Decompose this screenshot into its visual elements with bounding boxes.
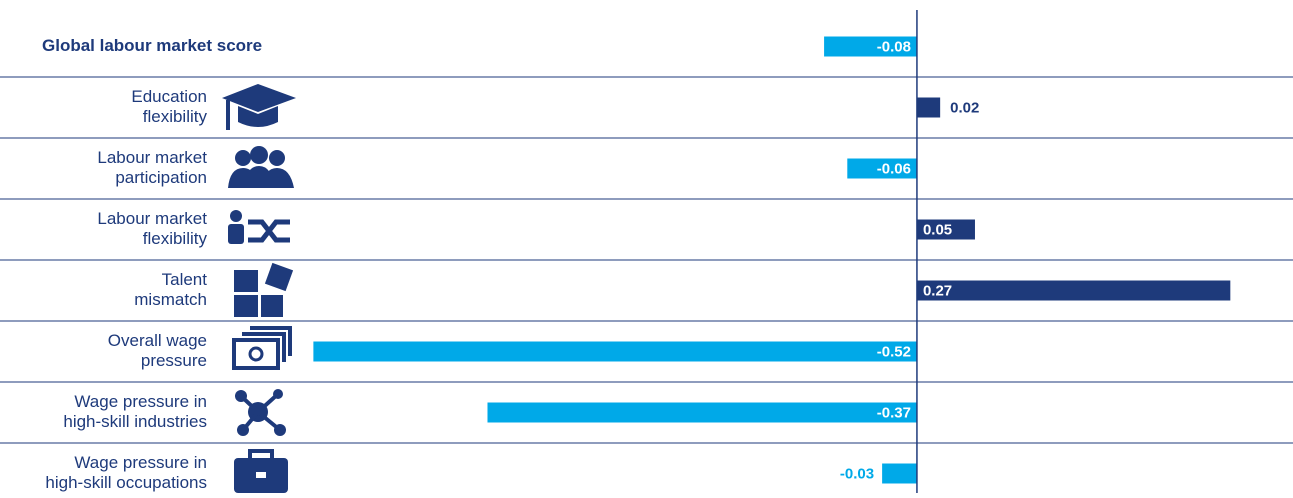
icon-mismatch: [261, 295, 283, 317]
category-label: flexibility: [143, 107, 208, 126]
value-label: -0.37: [877, 404, 911, 421]
icon-flexibility: [230, 210, 242, 222]
bar: [313, 341, 917, 362]
category-label: Talent: [162, 270, 208, 289]
value-label: -0.08: [877, 38, 911, 55]
icon-mismatch: [234, 270, 258, 292]
bar: [847, 158, 917, 179]
icon-flexibility: [248, 219, 290, 243]
category-label: Labour market: [97, 148, 207, 167]
category-label: Labour market: [97, 209, 207, 228]
bar: [916, 280, 1231, 301]
category-label: flexibility: [143, 229, 208, 248]
category-label: Overall wage: [108, 331, 207, 350]
icon-education: [226, 100, 230, 130]
value-label: 0.27: [923, 282, 952, 299]
category-label: Wage pressure in: [74, 453, 207, 472]
category-label: high-skill industries: [63, 412, 207, 431]
bar: [487, 402, 917, 423]
icon-wage: [242, 326, 292, 362]
category-label: Global labour market score: [42, 36, 262, 55]
icon-network: [239, 392, 282, 432]
value-label: -0.03: [840, 465, 874, 482]
category-label: participation: [115, 168, 207, 187]
category-label: pressure: [141, 351, 207, 370]
icon-wage: [248, 346, 264, 362]
category-label: Wage pressure in: [74, 392, 207, 411]
value-label: -0.52: [877, 343, 911, 360]
category-label: mismatch: [134, 290, 207, 309]
icon-participation: [235, 150, 251, 166]
category-label: high-skill occupations: [45, 473, 207, 492]
icon-briefcase: [256, 472, 266, 478]
icon-briefcase: [248, 449, 274, 462]
value-label: 0.02: [950, 99, 979, 116]
category-label: Education: [131, 87, 207, 106]
bar: [824, 36, 917, 57]
value-label: 0.05: [923, 221, 952, 238]
icon-participation: [250, 146, 268, 164]
icon-participation: [228, 166, 294, 188]
icon-education: [238, 106, 278, 127]
icon-flexibility: [228, 224, 244, 244]
icon-participation: [269, 150, 285, 166]
bar: [916, 97, 941, 118]
bar: [882, 463, 917, 484]
bar: [916, 219, 975, 240]
icons: [222, 84, 296, 493]
icon-mismatch: [264, 262, 294, 292]
icon-mismatch: [234, 295, 258, 317]
value-label: -0.06: [877, 160, 911, 177]
icon-wage: [232, 338, 280, 370]
icon-education: [222, 84, 296, 112]
